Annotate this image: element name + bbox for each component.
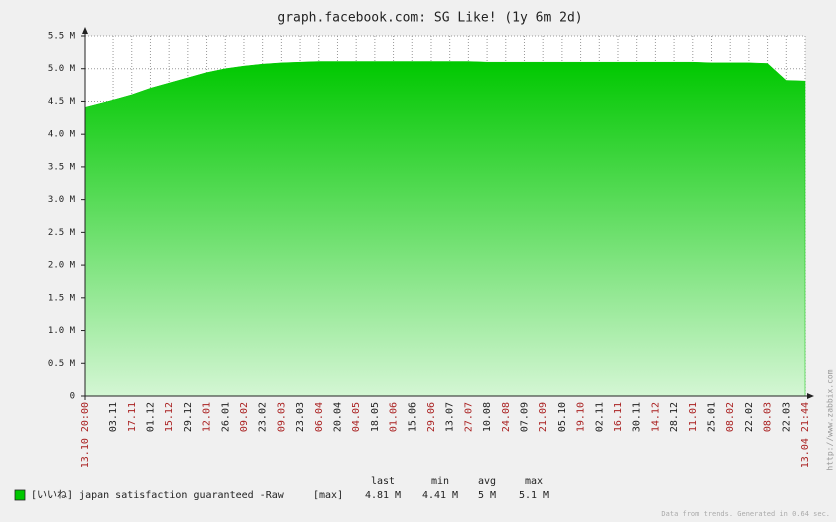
x-tick-label: 17.11 [127, 402, 138, 432]
stat-value: 5 M [478, 490, 496, 501]
x-tick-label: 22.02 [744, 402, 755, 432]
x-tick-label: 02.11 [594, 402, 605, 432]
legend-swatch [14, 489, 26, 501]
chart-title: graph.facebook.com: SG Like! (1y 6m 2d) [277, 11, 582, 26]
stat-value: 5.1 M [519, 490, 549, 501]
x-tick-label: 21.09 [538, 402, 549, 432]
x-tick-label: 20.04 [332, 402, 343, 432]
x-tick-label: 25.01 [706, 402, 717, 432]
x-tick-label: 15.12 [164, 402, 175, 432]
x-tick-label: 19.10 [576, 402, 587, 432]
x-tick-label: 29.12 [183, 402, 194, 432]
x-tick-label: 03.11 [108, 402, 119, 432]
x-tick-label: 23.02 [258, 402, 269, 432]
x-tick-label: 04.05 [351, 402, 362, 432]
y-tick-label: 4.0 M [48, 130, 76, 140]
x-tick-label: 26.01 [220, 402, 231, 432]
x-tick-label: 01.12 [145, 402, 156, 432]
y-tick-label: 3.5 M [48, 162, 76, 172]
y-tick-label: 1.0 M [48, 326, 76, 336]
y-tick-label: 0 [70, 392, 75, 402]
stat-header: max [525, 476, 543, 487]
axes [81, 27, 814, 400]
y-axis-arrow [82, 27, 88, 34]
area-layer [84, 61, 806, 397]
y-tick-label: 5.5 M [48, 32, 76, 42]
x-tick-label: 29.06 [426, 402, 437, 432]
stat-value: 4.41 M [422, 490, 458, 501]
x-tick-label: 09.03 [276, 402, 287, 432]
stat-header: avg [478, 476, 496, 487]
legend-function: [max] [313, 490, 343, 501]
x-tick-label: 13.07 [445, 402, 456, 432]
stat-header: min [431, 476, 449, 487]
area [84, 61, 806, 397]
x-tick-label: 12.01 [202, 402, 213, 432]
y-tick-label: 2.0 M [48, 261, 76, 271]
x-tick-label: 18.05 [370, 402, 381, 432]
side-text: http://www.zabbix.com [826, 369, 835, 470]
x-tick-label: 10.08 [482, 402, 493, 432]
x-tick-label: 06.04 [314, 402, 325, 432]
y-tick-label: 4.5 M [48, 97, 76, 107]
y-tick-label: 5.0 M [48, 64, 76, 74]
footer: Data from trends. Generated in 0.64 sec. [661, 510, 830, 518]
x-tick-label: 16.11 [613, 402, 624, 432]
x-tick-label: 22.03 [781, 402, 792, 432]
stat-header: last [371, 476, 395, 487]
x-tick-label: 13.10 20:00 [80, 402, 91, 468]
legend-label: [いいね] japan satisfaction guaranteed -Raw [31, 489, 285, 501]
x-tick-label: 13.04 21:44 [800, 402, 811, 468]
x-tick-label: 08.03 [763, 402, 774, 432]
x-axis-arrow [807, 393, 814, 399]
stat-value: 4.81 M [365, 490, 401, 501]
y-tick-label: 3.0 M [48, 195, 76, 205]
x-tick-label: 27.07 [463, 402, 474, 432]
x-tick-label: 11.01 [688, 402, 699, 432]
x-tick-label: 30.11 [632, 402, 643, 432]
x-tick-label: 24.08 [501, 402, 512, 432]
x-tick-label: 01.06 [389, 402, 400, 432]
x-tick-label: 23.03 [295, 402, 306, 432]
x-tick-label: 05.10 [557, 402, 568, 432]
y-tick-label: 2.5 M [48, 228, 76, 238]
x-tick-label: 14.12 [650, 402, 661, 432]
x-tick-label: 07.09 [519, 402, 530, 432]
y-tick-label: 1.5 M [48, 293, 76, 303]
x-tick-label: 08.02 [725, 402, 736, 432]
y-tick-label: 0.5 M [48, 359, 76, 369]
x-tick-label: 09.02 [239, 402, 250, 432]
x-tick-label: 15.06 [407, 402, 418, 432]
x-tick-label: 28.12 [669, 402, 680, 432]
